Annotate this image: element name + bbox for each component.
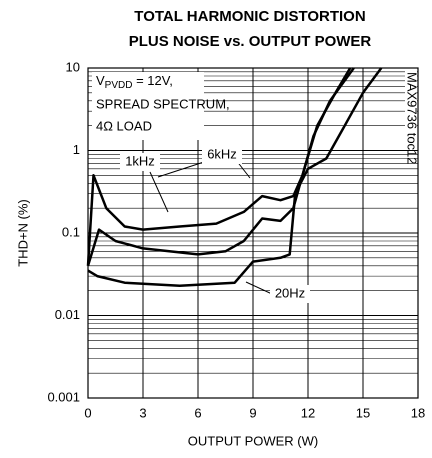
leader-line — [245, 281, 273, 295]
y-tick-label: 0.1 — [62, 224, 80, 239]
series-label: 20Hz — [275, 285, 305, 300]
chart-title: TOTAL HARMONIC DISTORTION — [134, 8, 365, 25]
x-tick-label: 9 — [249, 405, 256, 420]
line-series — [86, 67, 352, 267]
x-tick-label: 15 — [356, 405, 370, 420]
side-label: MAX9736 toc12 — [405, 72, 420, 165]
annotation: VPVDD = 12V, — [96, 73, 173, 90]
annotation: V — [96, 73, 105, 88]
series-label: 1kHz — [125, 153, 155, 168]
annotation: PVDD — [105, 80, 133, 91]
line-series — [87, 67, 383, 287]
y-tick-label: 10 — [66, 59, 80, 74]
x-tick-label: 3 — [139, 405, 146, 420]
plot-frame — [87, 67, 419, 399]
annotation: SPREAD SPECTRUM, — [96, 96, 230, 111]
legend-bg — [120, 153, 160, 171]
leader-line — [157, 159, 211, 178]
legend-bg — [202, 146, 242, 164]
x-tick-label: 6 — [194, 405, 201, 420]
annotation-bg — [92, 72, 204, 140]
side-label-bg — [405, 70, 417, 150]
chart-title: PLUS NOISE vs. OUTPUT POWER — [129, 33, 372, 50]
annotation: 4Ω LOAD — [96, 118, 152, 133]
x-tick-label: 12 — [301, 405, 315, 420]
x-tick-label: 18 — [411, 405, 425, 420]
legend-bg — [270, 285, 310, 303]
y-axis-label: THD+N (%) — [15, 199, 30, 267]
y-tick-label: 0.01 — [55, 307, 80, 322]
y-tick-label: 0.001 — [47, 389, 80, 404]
annotation: = 12V, — [132, 73, 172, 88]
series-label: 6kHz — [207, 146, 237, 161]
y-tick-label: 1 — [73, 142, 80, 157]
leader-line — [149, 171, 169, 213]
x-tick-label: 0 — [84, 405, 91, 420]
x-axis-label: OUTPUT POWER (W) — [188, 433, 318, 448]
